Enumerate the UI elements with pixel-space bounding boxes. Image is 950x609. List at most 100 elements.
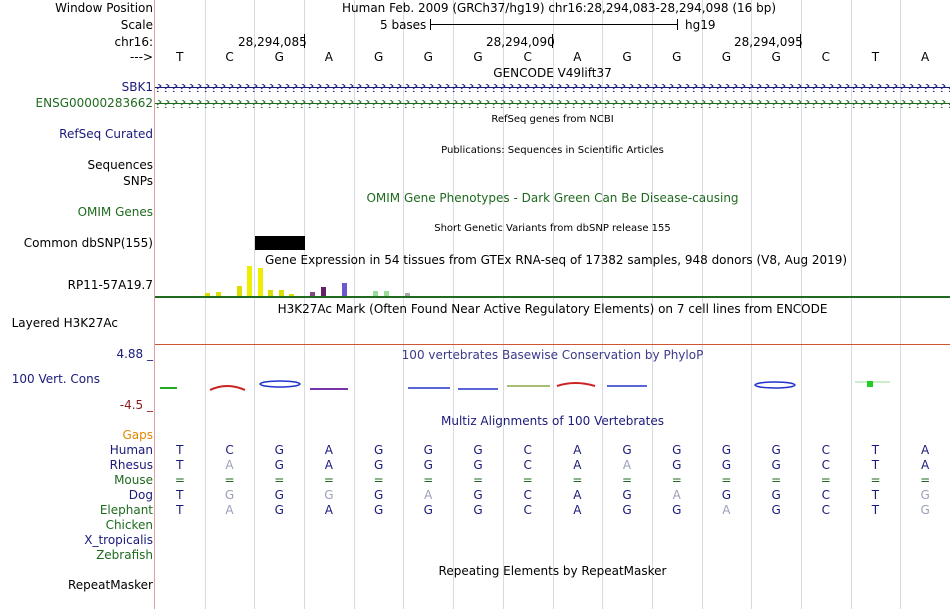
reference-base: C	[523, 50, 532, 64]
h3k27ac-title[interactable]: H3K27Ac Mark (Often Found Near Active Re…	[277, 302, 828, 316]
gtex-tissue-bar[interactable]	[268, 290, 273, 296]
snps-label[interactable]: SNPs	[123, 174, 153, 188]
omim-genes-label[interactable]: OMIM Genes	[77, 205, 153, 219]
reference-base: G	[771, 50, 781, 64]
gencode-title[interactable]: GENCODE V49lift37	[493, 66, 612, 80]
gtex-gene-label[interactable]: RP11-57A19.7	[67, 278, 153, 292]
alignment-base: T	[871, 443, 880, 457]
species-label-elephant[interactable]: Elephant	[99, 503, 153, 517]
species-label-human[interactable]: Human	[109, 443, 153, 457]
grid-line	[900, 0, 902, 609]
gtex-tissue-bar[interactable]	[236, 286, 242, 296]
grid-line	[850, 0, 852, 609]
gtex-tissue-bar[interactable]	[320, 287, 326, 296]
alignment-base: G	[324, 488, 334, 502]
coord-1-tick	[304, 34, 305, 48]
gtex-tissue-bar[interactable]	[373, 291, 378, 296]
multiz-title[interactable]: Multiz Alignments of 100 Vertebrates	[440, 414, 665, 428]
reference-base: G	[622, 50, 632, 64]
alignment-base: A	[722, 503, 731, 517]
grid-line	[552, 0, 554, 609]
coord-2: 28,294,090	[486, 35, 555, 49]
alignment-base: =	[920, 473, 931, 487]
gene-models[interactable]	[155, 82, 950, 110]
alignment-base: A	[573, 458, 582, 472]
refseq-curated-label[interactable]: RefSeq Curated	[59, 127, 153, 141]
alignment-base: =	[373, 473, 384, 487]
omim-title[interactable]: OMIM Gene Phenotypes - Dark Green Can Be…	[366, 191, 739, 205]
publications-title[interactable]: Publications: Sequences in Scientific Ar…	[441, 145, 664, 156]
alignment-base: C	[523, 458, 532, 472]
alignment-base: G	[672, 443, 682, 457]
window-position-label: Window Position	[55, 1, 153, 15]
h3k27ac-label[interactable]: Layered H3K27Ac	[11, 316, 118, 330]
alignment-base: G	[473, 443, 483, 457]
gtex-tissue-bar[interactable]	[310, 292, 315, 296]
grid-line	[204, 0, 206, 609]
gtex-tissue-bar[interactable]	[215, 292, 221, 296]
alignment-base: G	[473, 458, 483, 472]
alignment-base: G	[771, 488, 781, 502]
alignment-base: A	[324, 503, 334, 517]
grid-line	[304, 0, 306, 609]
alignment-base: A	[622, 458, 632, 472]
reference-base: A	[324, 50, 334, 64]
repeatmasker-title[interactable]: Repeating Elements by RepeatMasker	[438, 564, 667, 578]
alignment-base: C	[821, 503, 830, 517]
alignment-base: C	[523, 503, 532, 517]
species-label-dog[interactable]: Dog	[128, 488, 153, 502]
gtex-tissue-bar[interactable]	[278, 290, 284, 296]
grid-line	[403, 0, 405, 609]
alignment-base: G	[622, 488, 632, 502]
alignment-base: =	[224, 473, 235, 487]
alignment-base: G	[920, 503, 930, 517]
alignment-base: A	[324, 443, 334, 457]
alignment-base: A	[225, 458, 234, 472]
gtex-tissue-bar[interactable]	[247, 266, 252, 296]
scale-bar	[430, 24, 677, 25]
alignment-base: G	[771, 443, 781, 457]
cons-track-label[interactable]: 100 Vert. Cons	[11, 372, 100, 386]
gtex-tissue-bar[interactable]	[205, 293, 210, 296]
gene-sbk1-label[interactable]: SBK1	[121, 80, 153, 94]
alignment-base: A	[672, 488, 681, 502]
dbsnp-title[interactable]: Short Genetic Variants from dbSNP releas…	[434, 223, 671, 234]
reference-base: G	[423, 50, 433, 64]
dbsnp-variant-block[interactable]	[255, 236, 305, 250]
grid-line	[602, 0, 604, 609]
alignment-base: =	[671, 473, 682, 487]
species-label-mouse[interactable]: Mouse	[114, 473, 153, 487]
phylop-signal[interactable]	[155, 376, 950, 396]
alignment-base: G	[274, 488, 284, 502]
alignment-base: G	[672, 458, 682, 472]
sequences-label[interactable]: Sequences	[87, 158, 153, 172]
alignment-base: G	[721, 488, 732, 502]
reference-base: G	[373, 50, 384, 64]
coord-3: 28,294,095	[734, 35, 803, 49]
alignment-base: T	[176, 488, 184, 502]
alignment-base: G	[771, 458, 781, 472]
species-label-rhesus[interactable]: Rhesus	[109, 458, 153, 472]
gtex-tissue-bar[interactable]	[383, 291, 389, 296]
refseq-title[interactable]: RefSeq genes from NCBI	[491, 114, 614, 125]
gtex-title[interactable]: Gene Expression in 54 tissues from GTEx …	[265, 253, 848, 267]
gene-ensg-label[interactable]: ENSG00000283662	[35, 96, 153, 110]
repeatmasker-label[interactable]: RepeatMasker	[67, 578, 153, 592]
gtex-tissue-bar[interactable]	[404, 293, 410, 296]
gtex-tissue-bar[interactable]	[289, 294, 294, 296]
grid-line	[651, 0, 653, 609]
grid-line	[502, 0, 504, 609]
alignment-base: G	[423, 443, 433, 457]
alignment-base: C	[821, 488, 830, 502]
alignment-base: G	[373, 488, 384, 502]
species-label-chicken[interactable]: Chicken	[105, 518, 153, 532]
alignment-base: T	[176, 458, 184, 472]
alignment-base: =	[323, 473, 334, 487]
common-dbsnp-label[interactable]: Common dbSNP(155)	[23, 236, 153, 250]
species-label-x_tropicalis[interactable]: X_tropicalis	[84, 533, 153, 547]
gtex-tissue-bar[interactable]	[341, 283, 347, 296]
species-label-zebrafish[interactable]: Zebrafish	[96, 548, 153, 562]
alignment-base: G	[224, 488, 235, 502]
phylop-title[interactable]: 100 vertebrates Basewise Conservation by…	[401, 348, 704, 362]
gtex-tissue-bar[interactable]	[257, 268, 263, 296]
